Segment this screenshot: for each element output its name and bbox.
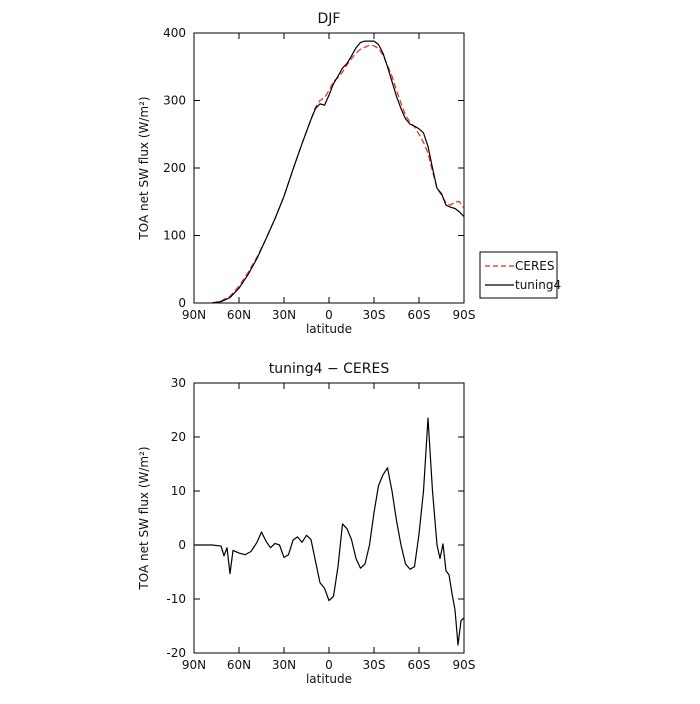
legend-box: [479, 251, 558, 299]
top-chart-title: DJF: [318, 11, 341, 27]
bottom-y-tick-label: 10: [171, 484, 186, 498]
bottom-y-tick-label: 30: [171, 376, 186, 390]
top-x-tick-label: 30S: [363, 308, 386, 322]
bottom-plot-frame: [193, 382, 465, 654]
bottom-x-tick-label: 60S: [408, 658, 431, 672]
top-series-tuning4-line: [211, 40, 465, 304]
top-plot-frame: [193, 32, 465, 304]
top-x-tick-label: 60S: [408, 308, 431, 322]
top-x-axis-label: latitude: [306, 322, 352, 336]
top-y-tick-label: 100: [163, 229, 186, 243]
bottom-y-axis-label: TOA net SW flux (W/m²): [137, 446, 151, 590]
bottom-x-tick-label: 30N: [272, 658, 296, 672]
bottom-y-tick-label: -10: [166, 592, 186, 606]
bottom-x-tick-label: 60N: [227, 658, 251, 672]
top-y-axis-label: TOA net SW flux (W/m²): [137, 96, 151, 240]
bottom-x-tick-label: 0: [325, 658, 333, 672]
bottom-y-tick-label: 20: [171, 430, 186, 444]
panel-top: DJF 90N 60N 30N 0 30S 60S 90S 0 100 200 300 400 latit…: [137, 11, 475, 336]
legend-label-ceres: CERES: [515, 259, 555, 273]
top-x-tick-label: 60N: [227, 308, 251, 322]
bottom-x-tick-label: 90S: [453, 658, 476, 672]
legend: CERES tuning4: [479, 251, 561, 299]
top-series-ceres-line: [211, 44, 465, 304]
top-y-tick-label: 300: [163, 94, 186, 108]
top-y-tick-label: 200: [163, 161, 186, 175]
top-x-tick-label: 30N: [272, 308, 296, 322]
top-x-tick-label: 0: [325, 308, 333, 322]
top-x-tick-label: 90N: [182, 308, 206, 322]
panel-bottom: tuning4 − CERES 90N 60N 30N 0 30S 60S 90S -20 -10…: [137, 361, 475, 686]
top-y-tick-label: 0: [178, 296, 186, 310]
bottom-x-axis-label: latitude: [306, 672, 352, 686]
top-x-tick-label: 90S: [453, 308, 476, 322]
bottom-y-tick-label: -20: [166, 646, 186, 660]
bottom-x-tick-label: 30S: [363, 658, 386, 672]
bottom-series-difference-line: [194, 417, 465, 646]
legend-label-tuning4: tuning4: [515, 278, 561, 292]
bottom-y-tick-label: 0: [178, 538, 186, 552]
bottom-chart-title: tuning4 − CERES: [269, 361, 390, 377]
top-y-tick-label: 400: [163, 26, 186, 40]
bottom-x-tick-label: 90N: [182, 658, 206, 672]
